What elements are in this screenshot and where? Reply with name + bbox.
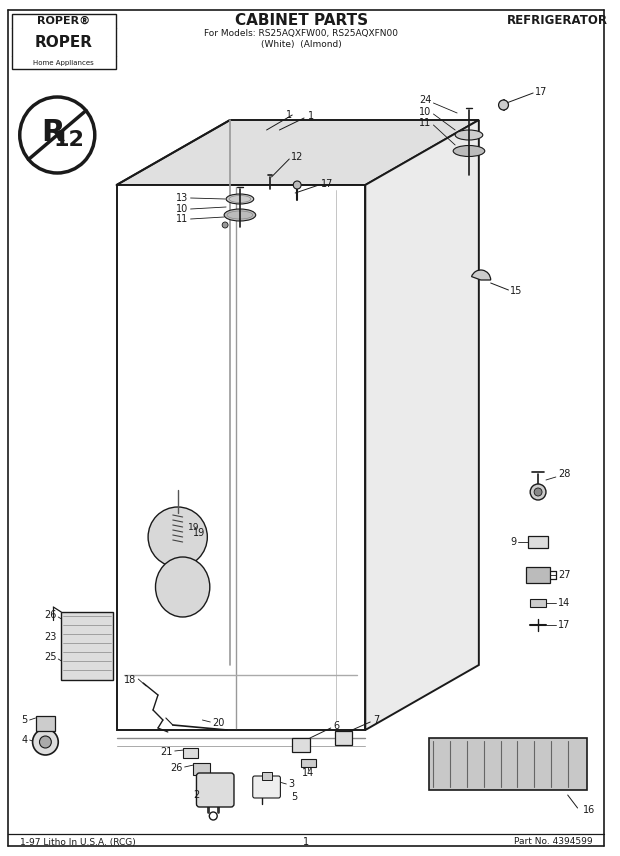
Text: 4: 4 [22, 735, 28, 745]
Text: 1: 1 [303, 837, 309, 847]
Ellipse shape [224, 209, 255, 221]
Circle shape [530, 484, 546, 500]
Text: 13: 13 [176, 193, 188, 203]
Bar [335, 731, 352, 745]
Ellipse shape [156, 557, 210, 617]
Circle shape [222, 222, 228, 228]
Ellipse shape [453, 146, 485, 157]
Text: 19: 19 [193, 528, 205, 538]
Text: 5: 5 [291, 792, 298, 802]
Circle shape [148, 507, 207, 567]
Text: 16: 16 [583, 805, 595, 815]
Circle shape [534, 488, 542, 496]
Bar [430, 738, 587, 790]
Text: Home Appliances: Home Appliances [33, 60, 94, 66]
Circle shape [40, 736, 51, 748]
Bar [528, 536, 548, 548]
Text: 12: 12 [291, 152, 304, 162]
Text: For Models: RS25AQXFW00, RS25AQXFN00: For Models: RS25AQXFW00, RS25AQXFN00 [204, 28, 398, 38]
Polygon shape [365, 120, 479, 730]
Text: R: R [42, 117, 65, 146]
Wedge shape [472, 270, 490, 280]
Bar [292, 738, 310, 752]
Text: 3: 3 [288, 779, 294, 789]
Ellipse shape [455, 130, 483, 140]
Text: 21: 21 [161, 747, 173, 757]
Text: 9: 9 [510, 537, 516, 547]
Text: 25: 25 [44, 652, 56, 662]
Bar [301, 759, 316, 767]
Text: 10: 10 [419, 107, 432, 117]
Bar [526, 567, 550, 583]
Text: 10: 10 [176, 204, 188, 214]
Text: eReplacementParts.com: eReplacementParts.com [230, 449, 382, 461]
FancyBboxPatch shape [253, 776, 280, 798]
Text: ROPER®: ROPER® [37, 16, 90, 26]
Text: 17: 17 [558, 620, 570, 630]
Polygon shape [117, 185, 365, 730]
Text: 14: 14 [558, 598, 570, 608]
Text: 14: 14 [302, 768, 314, 778]
Text: 1: 1 [286, 110, 292, 120]
Text: 17: 17 [321, 179, 333, 189]
Text: 1: 1 [308, 111, 314, 121]
Text: REFRIGERATOR: REFRIGERATOR [507, 14, 608, 27]
Text: 11: 11 [419, 118, 432, 128]
Circle shape [498, 100, 508, 110]
Text: 17: 17 [535, 87, 547, 97]
Text: 11: 11 [176, 214, 188, 224]
Bar [262, 772, 272, 780]
Text: 27: 27 [558, 570, 570, 580]
Text: ROPER: ROPER [34, 34, 92, 50]
Text: 1-97 Litho In U.S.A. (RCG): 1-97 Litho In U.S.A. (RCG) [20, 837, 136, 847]
Text: 26: 26 [44, 610, 56, 620]
Text: 19: 19 [188, 522, 199, 532]
Polygon shape [141, 203, 340, 690]
Text: 20: 20 [212, 718, 224, 728]
FancyBboxPatch shape [197, 773, 234, 807]
Bar [530, 599, 546, 607]
Text: 5: 5 [22, 715, 28, 725]
Text: 24: 24 [419, 95, 432, 105]
Text: 26: 26 [170, 763, 183, 773]
Text: Part No. 4394599: Part No. 4394599 [514, 837, 592, 847]
Text: 23: 23 [44, 632, 56, 642]
Text: CABINET PARTS: CABINET PARTS [234, 13, 368, 27]
Circle shape [33, 729, 58, 755]
Text: 6: 6 [334, 721, 340, 731]
Text: 18: 18 [124, 675, 136, 685]
Bar [183, 748, 198, 758]
Text: 2: 2 [193, 790, 200, 800]
Bar [193, 763, 210, 775]
Text: 28: 28 [558, 469, 570, 479]
Polygon shape [117, 120, 479, 185]
Text: 15: 15 [510, 286, 523, 296]
Text: 12: 12 [54, 130, 84, 150]
Bar [12, 14, 115, 69]
Circle shape [293, 181, 301, 189]
Ellipse shape [226, 194, 254, 204]
Text: 7: 7 [373, 715, 379, 725]
Bar [35, 716, 55, 731]
Bar [61, 612, 113, 680]
Text: (White)  (Almond): (White) (Almond) [261, 39, 342, 49]
